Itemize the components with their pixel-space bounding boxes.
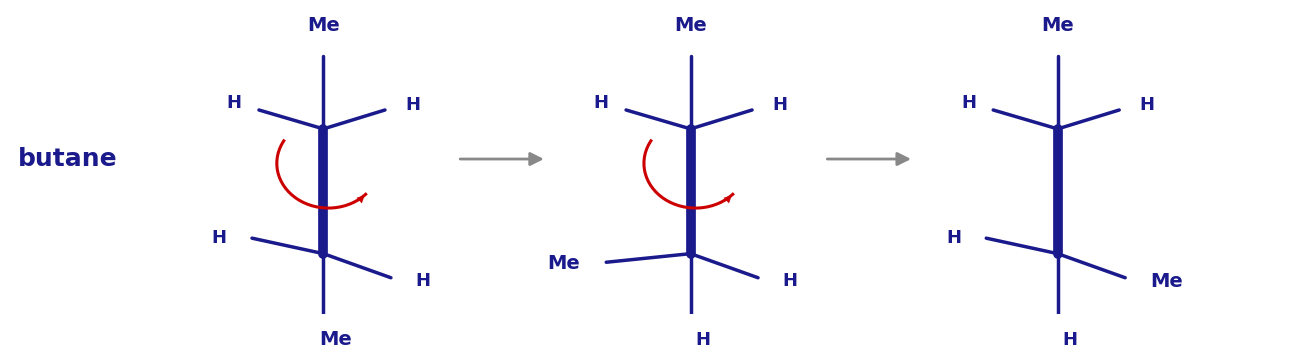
Text: H: H <box>783 272 797 290</box>
Text: H: H <box>696 331 710 349</box>
Text: Me: Me <box>1041 16 1074 35</box>
Text: H: H <box>961 94 976 112</box>
Text: H: H <box>1140 96 1154 114</box>
Text: H: H <box>212 229 226 247</box>
Text: H: H <box>772 96 788 114</box>
Text: Me: Me <box>675 16 707 35</box>
Text: Me: Me <box>547 254 580 273</box>
Text: H: H <box>226 94 242 112</box>
Text: H: H <box>1062 331 1078 349</box>
Text: Me: Me <box>1150 272 1183 291</box>
Text: H: H <box>406 96 420 114</box>
Text: Me: Me <box>318 330 352 349</box>
Text: Me: Me <box>307 16 339 35</box>
Text: H: H <box>946 229 961 247</box>
Text: H: H <box>594 94 608 112</box>
Text: H: H <box>415 272 430 290</box>
Text: butane: butane <box>18 147 117 171</box>
